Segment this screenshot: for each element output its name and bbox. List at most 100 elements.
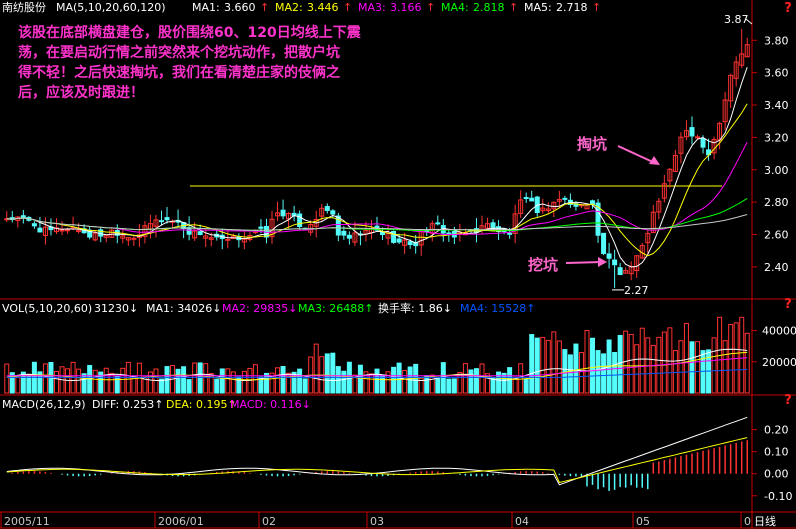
macd-tick-label: 0.10 <box>764 446 789 459</box>
ma-value: 2.818 <box>473 1 505 14</box>
period-label: 日线 <box>754 514 776 528</box>
volume-bar <box>341 370 347 394</box>
candle-body <box>551 201 557 210</box>
annotation-text: 得不轻！之后快速掏坑，我们在看清楚庄家的伎俩之 <box>17 64 340 81</box>
candle-body <box>341 230 347 236</box>
candle-body <box>92 232 98 241</box>
volume-bar <box>53 370 59 394</box>
candle-body <box>612 259 618 266</box>
candle-body <box>518 199 524 214</box>
vol-indicator-label: MA1: 34026↓ <box>146 302 221 315</box>
y-tick-label: 3.00 <box>764 164 789 177</box>
candle-body <box>645 232 651 244</box>
candle-body <box>319 207 325 217</box>
candle-body <box>20 215 26 218</box>
candle-body <box>523 197 529 200</box>
wakeng-arrowhead <box>598 257 607 267</box>
vol-tick-label: 40000 <box>762 325 796 338</box>
candle-body <box>225 238 231 241</box>
volume-bar <box>567 354 573 394</box>
candle-body <box>672 155 678 172</box>
date-label: 02 <box>262 515 276 528</box>
candle-body <box>297 213 303 228</box>
vol-indicator-label: VOL(5,10,20,60) <box>2 302 92 315</box>
volume-bar <box>435 378 441 394</box>
help-icon: ? <box>784 393 792 408</box>
volume-bar <box>490 377 496 394</box>
volume-bar <box>230 371 236 394</box>
volume-bar <box>81 373 87 394</box>
volume-bar <box>634 344 640 394</box>
taokeng-label: 掏坑 <box>577 135 607 153</box>
volume-bar <box>142 376 148 394</box>
volume-bar <box>601 353 607 394</box>
volume-bar <box>385 371 391 394</box>
volume-bar <box>739 316 745 394</box>
volume-bar <box>457 371 463 394</box>
volume-bar <box>667 327 673 394</box>
volume-bar <box>496 371 502 394</box>
date-label: 2005/11 <box>4 515 50 528</box>
volume-bar <box>302 378 308 394</box>
candle-body <box>407 241 413 246</box>
candle-body <box>53 227 59 233</box>
candle-body <box>346 234 352 239</box>
wakeng-label: 挖坑 <box>528 256 558 274</box>
candle-body <box>507 232 513 235</box>
candle-body <box>396 238 402 243</box>
macd-indicator-label: DEA: 0.195↑ <box>166 398 237 411</box>
date-label: 05 <box>636 515 650 528</box>
volume-bar <box>628 333 634 394</box>
candle-body <box>380 231 386 236</box>
volume-bar <box>661 331 667 394</box>
ma-line-3 <box>6 141 748 236</box>
volume-bar <box>639 327 645 394</box>
ma-line-2 <box>6 103 748 257</box>
candle-body <box>131 237 137 240</box>
y-tick-label: 3.80 <box>764 34 789 47</box>
ma-arrow: ↑ <box>260 1 269 14</box>
help-icon: ? <box>784 297 792 312</box>
ma-value: 3.166 <box>390 1 422 14</box>
candle-body <box>529 197 535 202</box>
volume-bar <box>429 374 435 394</box>
vol-ma4-line <box>6 368 748 378</box>
volume-bar <box>523 378 529 394</box>
candle-body <box>678 136 684 154</box>
volume-bar <box>462 363 468 394</box>
volume-bar <box>678 340 684 394</box>
volume-bar <box>540 336 546 394</box>
candle-body <box>65 229 71 232</box>
volume-bar <box>263 372 269 394</box>
volume-bar <box>286 372 292 394</box>
volume-bar <box>584 330 590 394</box>
date-label: 0 <box>744 515 751 528</box>
y-tick-label: 3.20 <box>764 131 789 144</box>
candle-body <box>197 231 203 236</box>
vol-ma2-line <box>6 351 748 381</box>
candle-body <box>42 226 48 237</box>
vol-tick-label: 20000 <box>762 356 796 369</box>
volume-bar <box>683 322 689 394</box>
ma-value-label: MA5: <box>524 1 552 14</box>
candle-body <box>402 239 408 246</box>
candle-body <box>650 211 656 234</box>
candle-body <box>540 207 546 212</box>
date-label: 2006/01 <box>158 515 204 528</box>
ma-value-label: MA4: <box>441 1 469 14</box>
candle-body <box>59 229 65 232</box>
volume-bar <box>451 378 457 394</box>
candle-body <box>512 213 518 234</box>
volume-bar <box>617 334 623 394</box>
volume-bar <box>473 368 479 394</box>
volume-bar <box>689 341 695 394</box>
volume-bar <box>208 373 214 394</box>
volume-bar <box>551 331 557 394</box>
volume-bar <box>203 363 209 394</box>
candle-body <box>241 238 247 243</box>
volume-bar <box>424 375 430 394</box>
volume-bar <box>147 371 153 394</box>
candle-body <box>275 212 281 217</box>
volume-bar <box>175 368 181 394</box>
